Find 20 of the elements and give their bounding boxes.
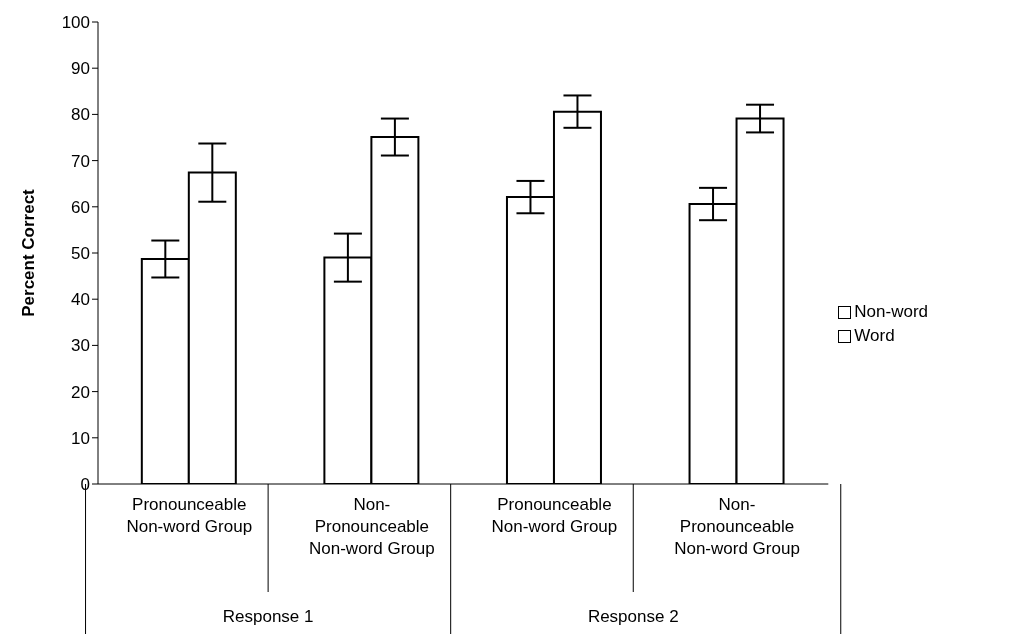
text: Response 2 bbox=[587, 607, 679, 626]
y-tick-label: 60 bbox=[71, 197, 90, 217]
y-tick-label: 90 bbox=[71, 59, 90, 79]
y-tick-label: 50 bbox=[71, 244, 90, 264]
x-tick-label: Non-Pronounceable Non-word Group bbox=[674, 495, 800, 558]
y-tick-label: 10 bbox=[71, 428, 90, 448]
y-tick-label: 100 bbox=[61, 13, 90, 33]
x-tick-label: Pronounceable Non-word Group bbox=[491, 495, 618, 536]
x-tick-label: Pronounceable Non-word Group bbox=[126, 495, 253, 536]
text: Response 1 bbox=[222, 607, 314, 626]
y-tick-label: 40 bbox=[71, 290, 90, 310]
y-axis-title: Percent Correct bbox=[19, 188, 39, 317]
y-tick-label: 30 bbox=[71, 336, 90, 356]
x-tick-label: Non-Pronounceable Non-word Group bbox=[309, 495, 435, 558]
legend-label: Non-word bbox=[854, 302, 928, 322]
y-tick-label: 80 bbox=[71, 105, 90, 125]
y-tick-label: 0 bbox=[80, 475, 90, 495]
y-tick-label: 20 bbox=[71, 382, 90, 402]
legend-label: Word bbox=[854, 326, 895, 346]
y-tick-label: 70 bbox=[71, 151, 90, 171]
